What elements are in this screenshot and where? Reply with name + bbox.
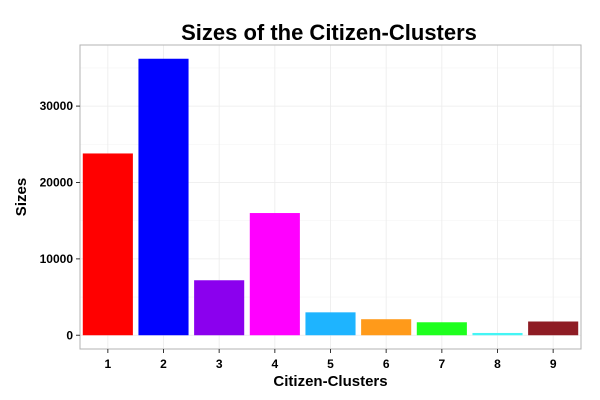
bar-cluster-1 <box>82 153 133 336</box>
x-tick-label: 5 <box>327 357 334 371</box>
y-tick-label: 0 <box>66 328 73 342</box>
bar-cluster-9 <box>528 321 579 336</box>
x-axis: 1 2 3 4 5 6 7 8 9 <box>104 349 557 371</box>
y-tick-label: 30000 <box>40 99 74 113</box>
bar-cluster-4 <box>249 213 300 336</box>
bar-cluster-2 <box>138 58 189 336</box>
x-tick-label: 2 <box>160 357 167 371</box>
bar-cluster-7 <box>416 322 467 336</box>
bar-cluster-5 <box>305 312 356 336</box>
x-tick-label: 1 <box>104 357 111 371</box>
x-tick-label: 9 <box>550 357 557 371</box>
x-axis-title: Citizen-Clusters <box>273 373 387 390</box>
x-tick-label: 4 <box>271 357 278 371</box>
x-tick-label: 6 <box>383 357 390 371</box>
bars <box>82 58 579 336</box>
bar-cluster-3 <box>194 280 245 336</box>
x-tick-label: 7 <box>438 357 445 371</box>
chart-title: Sizes of the Citizen-Clusters <box>181 20 477 45</box>
y-axis-title: Sizes <box>13 178 30 216</box>
bar-cluster-6 <box>361 319 412 336</box>
x-tick-label: 3 <box>216 357 223 371</box>
x-tick-label: 8 <box>494 357 501 371</box>
y-axis: 0 10000 20000 30000 <box>40 99 80 342</box>
y-tick-label: 10000 <box>40 252 74 266</box>
y-tick-label: 20000 <box>40 175 74 189</box>
bar-cluster-8 <box>472 332 523 336</box>
